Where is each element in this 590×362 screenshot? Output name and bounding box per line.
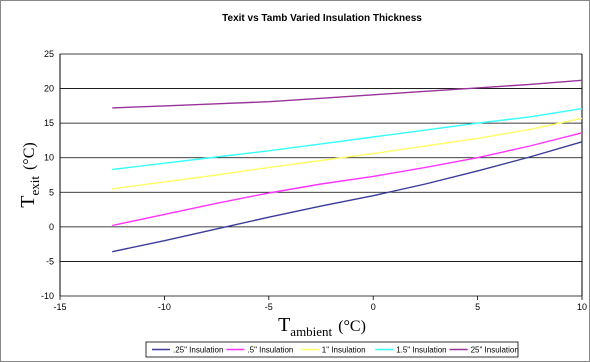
chart-title: Texit vs Tamb Varied Insulation Thicknes… xyxy=(222,13,422,24)
y-tick-label: 15 xyxy=(44,118,54,128)
x-axis-title-main: T xyxy=(278,314,290,336)
series-line-3 xyxy=(112,117,583,190)
y-axis-title: Texit (°C) xyxy=(17,142,42,207)
y-tick-label: 25 xyxy=(44,49,54,59)
y-tick-label: 10 xyxy=(44,153,54,163)
plot-area xyxy=(60,54,582,296)
y-axis-title-main: T xyxy=(17,196,39,208)
series-line-4 xyxy=(112,107,583,171)
x-tick-label: -5 xyxy=(265,302,273,312)
x-tick-label: -10 xyxy=(158,302,171,312)
y-tick-label: -5 xyxy=(46,256,54,266)
series-lines xyxy=(112,79,583,253)
x-tick-label: 5 xyxy=(475,302,480,312)
series-line-2 xyxy=(112,132,583,227)
legend-label: 1" Insulation xyxy=(322,346,366,355)
y-tick-label: 5 xyxy=(49,187,54,197)
x-tick-label: 10 xyxy=(577,302,587,312)
grid-lines xyxy=(59,53,583,300)
y-axis-title-sub: exit xyxy=(27,176,42,196)
y-axis-title-unit: (°C) xyxy=(21,142,38,170)
legend-label: .25" Insulation xyxy=(173,346,223,355)
legend-box xyxy=(145,341,519,358)
x-tick-labels: -15 -10 -5 0 5 10 xyxy=(53,302,587,312)
x-tick-label: -15 xyxy=(53,302,66,312)
y-tick-label: 0 xyxy=(49,222,54,232)
x-tick-label: 0 xyxy=(371,302,376,312)
y-tick-label: -10 xyxy=(41,291,54,301)
y-tick-labels: -10 -5 0 5 10 15 20 25 xyxy=(41,49,54,301)
series-line-5 xyxy=(112,79,583,109)
y-tick-label: 20 xyxy=(44,84,54,94)
x-axis-title: Tambient (°C) xyxy=(278,314,366,339)
x-axis-title-sub: ambient xyxy=(290,324,332,339)
legend-label: 25" Insulation xyxy=(471,346,519,355)
x-axis-title-unit: (°C) xyxy=(338,318,366,335)
series-line-1 xyxy=(112,141,583,253)
legend: .25" Insulation .5" Insulation 1" Insulati… xyxy=(145,341,519,358)
legend-label: 1.5" Insulation xyxy=(396,346,446,355)
legend-label: .5" Insulation xyxy=(247,346,293,355)
